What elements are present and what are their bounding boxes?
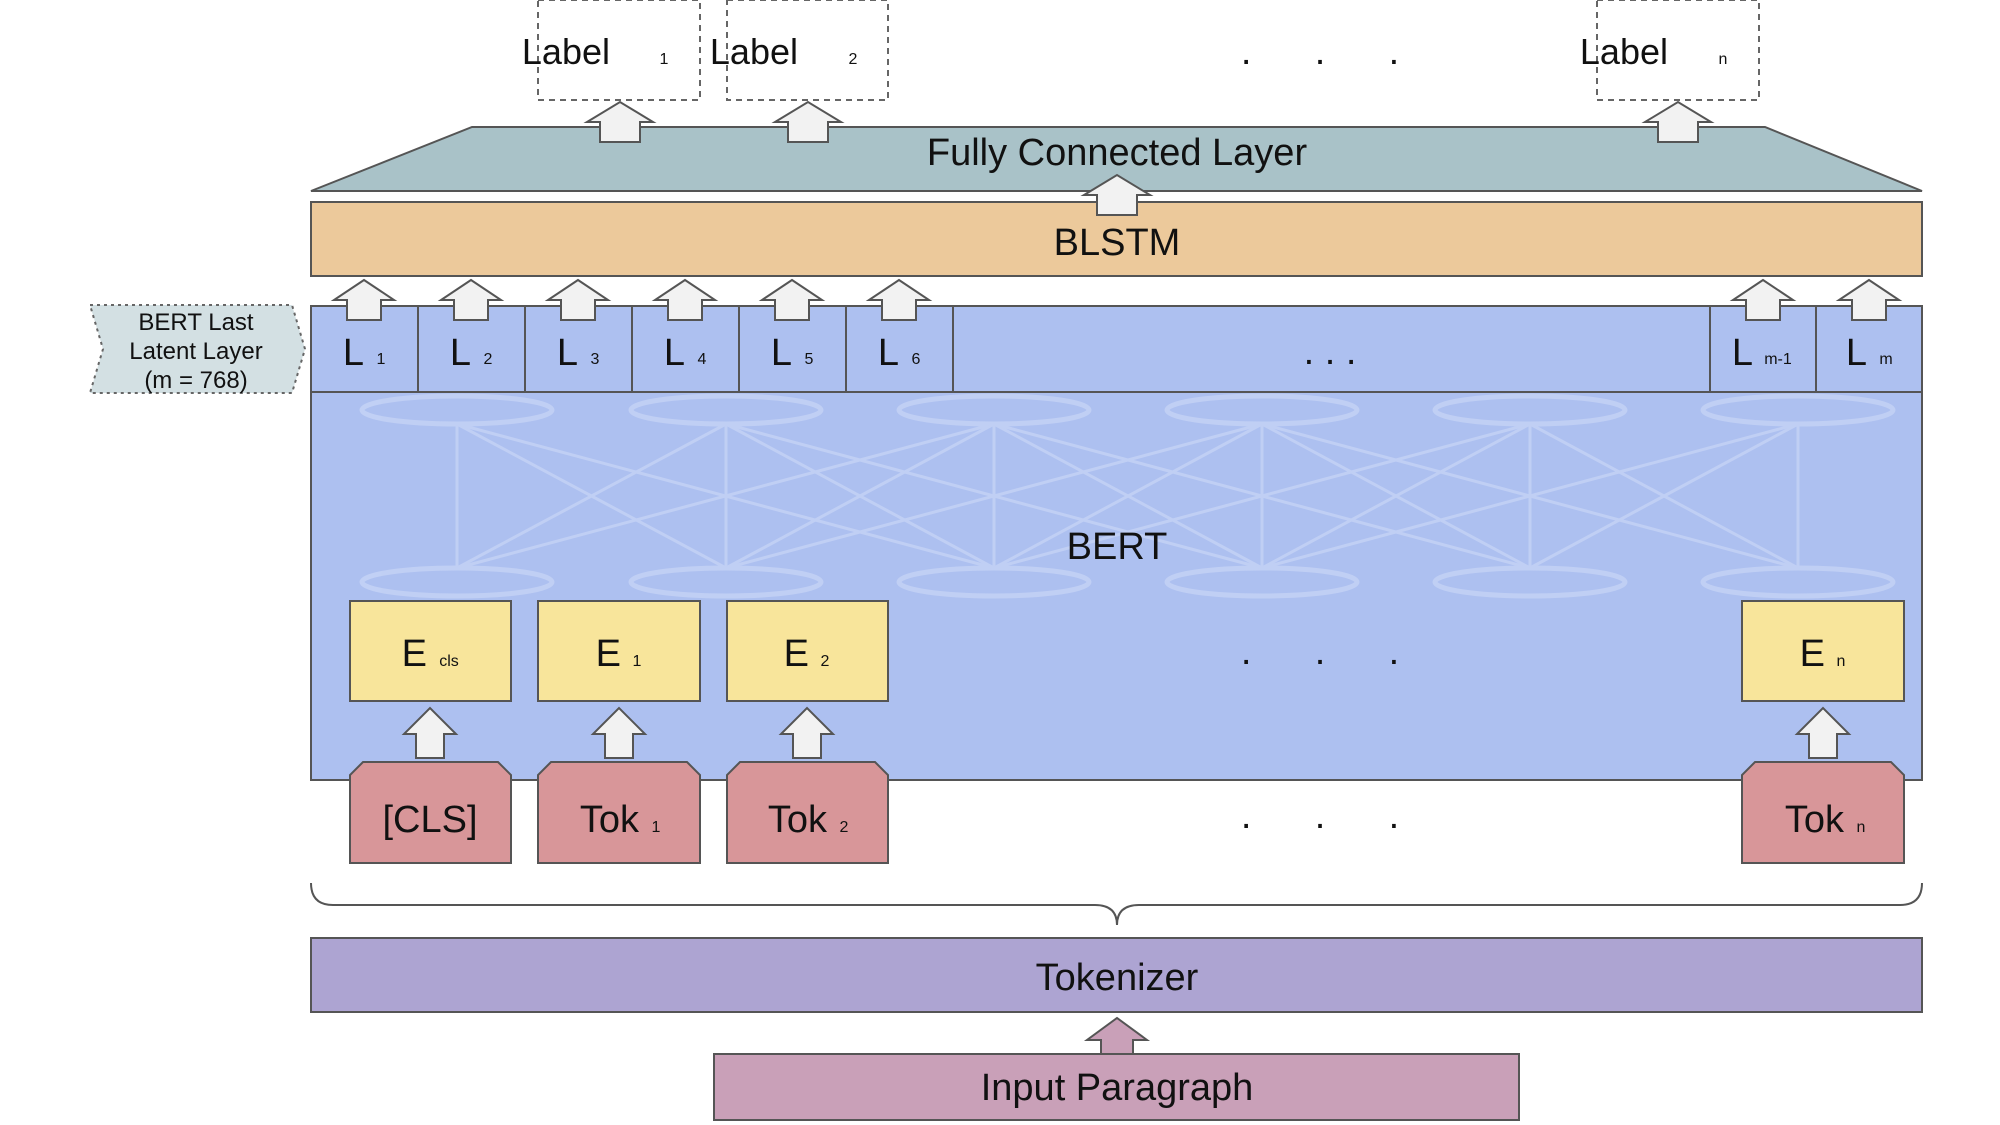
embedding-box-cls: E cls: [349, 600, 512, 702]
svg-text:L: L: [771, 332, 792, 374]
label-box-2: Label 2: [710, 0, 889, 101]
latent-cell-2: L 2: [450, 332, 493, 374]
bert-label: BERT: [1067, 526, 1168, 568]
svg-text:BERT Last: BERT Last: [138, 309, 254, 336]
fully-connected-layer-label: Fully Connected Layer: [927, 132, 1308, 174]
latent-layer-callout: BERT Last Latent Layer (m = 768): [88, 304, 307, 394]
svg-text:m-1: m-1: [1764, 351, 1792, 368]
embedding-box-2: E 2: [726, 600, 889, 702]
svg-text:L: L: [450, 332, 471, 374]
up-arrow-icon: [437, 278, 505, 321]
svg-text:6: 6: [912, 351, 921, 368]
up-arrow-icon: [590, 706, 648, 759]
up-arrow-icon: [1729, 278, 1797, 321]
label-box-1: Label 1: [522, 0, 701, 101]
token-box-n: Tok n: [1741, 761, 1905, 864]
label-box-n: Label n: [1580, 0, 1760, 101]
up-arrow-icon: [544, 278, 612, 321]
up-arrow-icon: [1794, 706, 1852, 759]
latent-ellipsis: . . .: [1304, 331, 1357, 373]
up-arrow-icon: [865, 278, 933, 321]
label-1-subscript: 1: [660, 51, 669, 68]
svg-text:E: E: [1800, 633, 1825, 675]
svg-text:3: 3: [591, 351, 600, 368]
svg-text:1: 1: [633, 653, 642, 670]
svg-text:L: L: [664, 332, 685, 374]
token-box-cls: [CLS]: [349, 761, 512, 864]
svg-text:4: 4: [698, 351, 707, 368]
label-n-text: Label: [1580, 31, 1668, 72]
latent-cell-1: L 1: [343, 332, 386, 374]
latent-cell-6: L 6: [878, 332, 921, 374]
svg-text:L: L: [878, 332, 899, 374]
embedding-box-1: E 1: [537, 600, 701, 702]
embedding-box-n: E n: [1741, 600, 1905, 702]
label-2-text: Label: [710, 31, 798, 72]
label-ellipsis: . . .: [1241, 31, 1399, 73]
svg-text:m: m: [1879, 351, 1892, 368]
up-arrow-icon: [1641, 100, 1715, 143]
up-arrow-icon: [401, 706, 459, 759]
up-arrow-icon: [651, 278, 719, 321]
svg-text:2: 2: [484, 351, 493, 368]
token-ellipsis: . . .: [1241, 795, 1399, 837]
svg-text:Latent Layer: Latent Layer: [129, 338, 262, 365]
token-box-1: Tok 1: [537, 761, 701, 864]
up-arrow-icon: [778, 706, 836, 759]
embedding-ellipsis: . . .: [1241, 631, 1399, 673]
latent-layer-row: [310, 305, 1923, 393]
svg-text:E: E: [402, 633, 427, 675]
svg-text:Tok: Tok: [1785, 799, 1845, 841]
latent-cell-4: L 4: [664, 332, 707, 374]
label-1-text: Label: [522, 31, 610, 72]
up-arrow-icon: [771, 100, 845, 143]
latent-cell-m-1: L m-1: [1732, 332, 1792, 374]
flow-arrows: [330, 100, 1903, 759]
latent-cell-3: L 3: [557, 332, 600, 374]
fully-connected-layer: [310, 126, 1923, 192]
svg-text:1: 1: [377, 351, 386, 368]
latent-cell-5: L 5: [771, 332, 814, 374]
input-paragraph-label: Input Paragraph: [981, 1067, 1254, 1109]
svg-text:L: L: [557, 332, 578, 374]
svg-text:1: 1: [652, 819, 661, 836]
latent-cell-m: L m: [1846, 332, 1893, 374]
up-arrow-icon: [1835, 278, 1903, 321]
svg-text:n: n: [1857, 819, 1866, 836]
svg-text:n: n: [1837, 653, 1846, 670]
svg-text:(m = 768): (m = 768): [144, 367, 247, 394]
up-arrow-icon: [330, 278, 398, 321]
up-arrow-icon: [1080, 173, 1154, 216]
svg-text:L: L: [1846, 332, 1867, 374]
tokens-brace: [310, 882, 1923, 926]
label-2-subscript: 2: [849, 51, 858, 68]
svg-text:Tok: Tok: [580, 799, 640, 841]
svg-text:[CLS]: [CLS]: [382, 799, 477, 841]
svg-text:Tok: Tok: [768, 799, 828, 841]
up-arrow-icon: [758, 278, 826, 321]
up-arrow-icon: [583, 100, 657, 143]
network-watermark: [359, 393, 1896, 599]
svg-text:cls: cls: [439, 653, 459, 670]
svg-text:2: 2: [840, 819, 849, 836]
svg-text:2: 2: [821, 653, 830, 670]
up-arrow-icon: [1083, 1016, 1151, 1055]
svg-text:L: L: [343, 332, 364, 374]
tokenizer-layer: [310, 937, 1923, 1013]
label-n-subscript: n: [1719, 51, 1728, 68]
svg-text:L: L: [1732, 332, 1753, 374]
token-box-2: Tok 2: [726, 761, 889, 864]
svg-text:5: 5: [805, 351, 814, 368]
blstm-label: BLSTM: [1054, 222, 1181, 264]
svg-text:E: E: [784, 633, 809, 675]
tokenizer-label: Tokenizer: [1036, 957, 1199, 999]
svg-text:E: E: [596, 633, 621, 675]
